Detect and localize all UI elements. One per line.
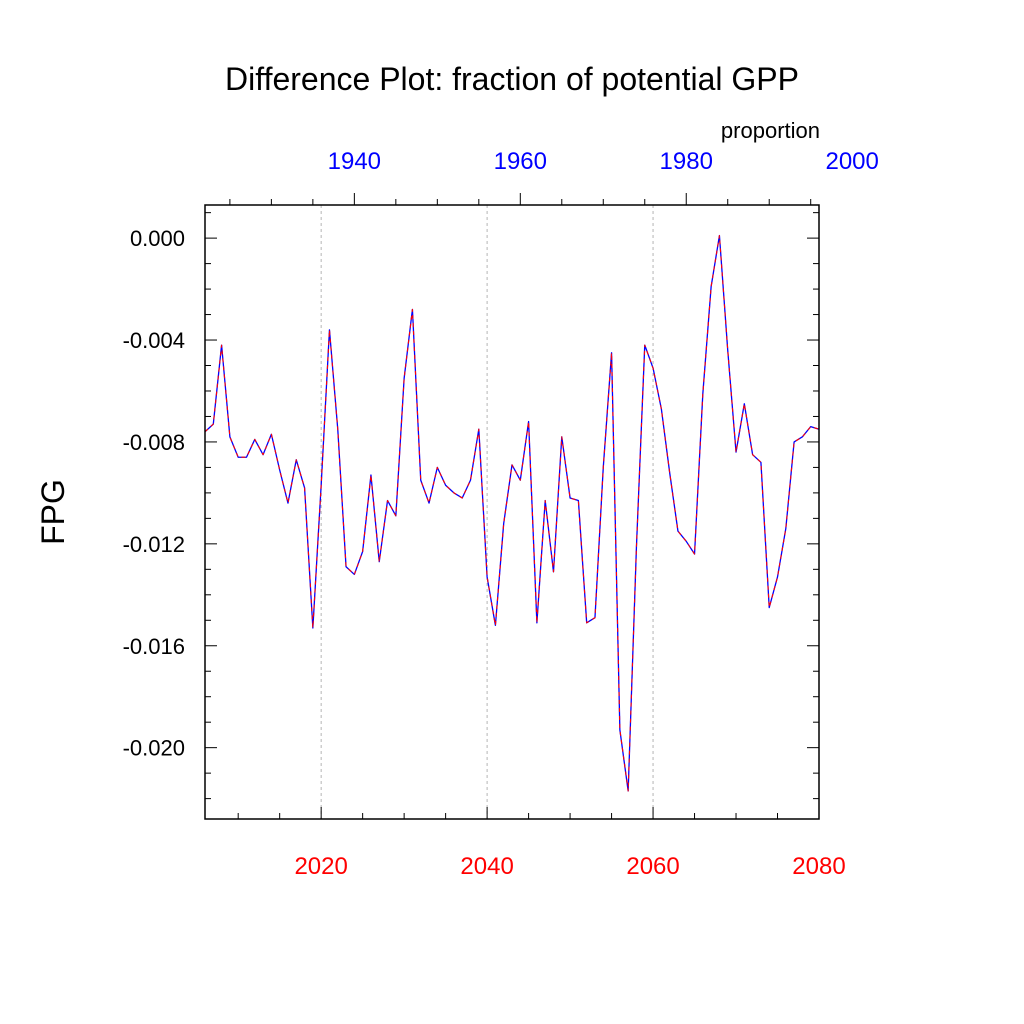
y-axis: 0.000 -0.004 -0.008 -0.012 -0.016 -0.020 [123,212,819,800]
bottom-axis: 2020 2040 2060 2080 [237,807,846,880]
top-tick-label: 1980 [660,148,713,175]
y-tick-label: -0.012 [123,532,185,557]
chart-title: Difference Plot: fraction of potential G… [225,61,799,97]
y-tick-label: 0.000 [130,226,185,251]
x-tick-label: 2060 [626,853,679,880]
y-tick-label: -0.004 [123,328,185,353]
x-tick-label: 2080 [792,853,845,880]
top-axis: 1940 1960 1980 2000 [229,148,879,205]
y-tick-label: -0.008 [123,430,185,455]
x-tick-label: 2040 [460,853,513,880]
top-tick-label: 2000 [825,148,878,175]
top-tick-label: 1960 [494,148,547,175]
y-axis-label: FPG [35,479,71,545]
gridlines [320,205,654,819]
series-layer [204,234,820,792]
y-tick-label: -0.020 [123,736,185,761]
x-tick-label: 2020 [294,853,347,880]
top-tick-label: 1940 [328,148,381,175]
units-label: proportion [721,118,820,143]
plot-frame [204,204,820,820]
series-line-overlay [204,235,820,792]
y-tick-label: -0.016 [123,634,185,659]
